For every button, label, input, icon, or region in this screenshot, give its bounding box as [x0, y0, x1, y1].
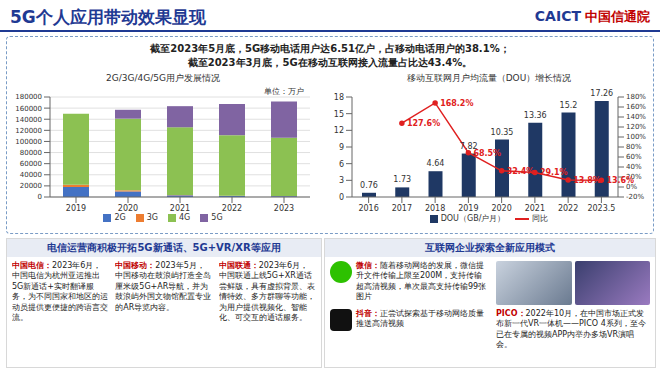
html-text:中国电信：2023年6月，中国电信为杭州亚运推出5G新通话+: 中国电信：2023年6月，中国电信为杭州亚运推出5G新通话+实时翻译服务，为不同…	[12, 261, 108, 322]
svg-text:12: 12	[334, 126, 344, 135]
html-text:CAICT 中国信通院: CAICT 中国信通院	[534, 8, 650, 24]
svg-text:2022: 2022	[222, 204, 242, 213]
svg-text:9: 9	[339, 143, 344, 152]
svg-text:127.6%: 127.6%	[407, 119, 440, 128]
svg-text:40%: 40%	[626, 163, 642, 171]
svg-text:4.64: 4.64	[427, 159, 445, 168]
svg-text:18: 18	[334, 93, 344, 102]
svg-text:180%: 180%	[626, 93, 646, 101]
svg-text:2021: 2021	[170, 204, 190, 213]
svg-text:1.73: 1.73	[393, 175, 411, 184]
svg-text:160000: 160000	[15, 105, 42, 113]
svg-text:2016: 2016	[358, 204, 378, 213]
svg-text:140000: 140000	[15, 116, 42, 124]
svg-text:15: 15	[334, 110, 344, 119]
svg-text:140%: 140%	[626, 113, 646, 121]
svg-text:13.6%: 13.6%	[606, 176, 634, 185]
svg-text:2020: 2020	[491, 204, 511, 213]
svg-text:32.4%: 32.4%	[507, 167, 535, 176]
svg-text:15.2: 15.2	[560, 101, 578, 110]
svg-text:120000: 120000	[15, 127, 42, 135]
svg-text:20000: 20000	[20, 182, 42, 190]
svg-text:-20%: -20%	[626, 193, 644, 201]
svg-text:168.2%: 168.2%	[440, 99, 473, 108]
svg-text:2019: 2019	[458, 204, 478, 213]
svg-text:2023: 2023	[274, 204, 294, 213]
svg-text:13.36: 13.36	[524, 111, 547, 120]
svg-text:180000: 180000	[15, 93, 42, 101]
html-text:5G个人应用带动效果显现: 5G个人应用带动效果显现	[10, 7, 206, 27]
svg-text:17.26: 17.26	[590, 89, 613, 98]
svg-text:6: 6	[339, 160, 344, 169]
html-text:互联网企业探索全新应用模式: 互联网企业探索全新应用模式	[425, 242, 555, 253]
html-text:5G: 5G	[211, 213, 223, 222]
svg-text:2018: 2018	[425, 204, 445, 213]
svg-text:60%: 60%	[626, 153, 642, 161]
html-text:单位：万户: 单位：万户	[264, 87, 304, 96]
svg-text:10.35: 10.35	[491, 128, 514, 137]
svg-text:100000: 100000	[15, 138, 42, 146]
svg-text:0%: 0%	[626, 183, 638, 192]
svg-text:40000: 40000	[20, 171, 42, 179]
html-text:3G: 3G	[146, 213, 158, 222]
html-text:微信：随着移动网络的发展，微信提升文件传输上限至200M，支: 微信：随着移动网络的发展，微信提升文件传输上限至200M，支持传输超高清视频，单…	[356, 261, 487, 302]
svg-text:2019: 2019	[66, 204, 86, 213]
svg-text:80%: 80%	[626, 143, 642, 151]
html-text:电信运营商积极开拓5G新通话、5G+VR/XR等应用: 电信运营商积极开拓5G新通话、5G+VR/XR等应用	[47, 242, 281, 253]
svg-text:7.82: 7.82	[459, 141, 478, 151]
svg-text:2017: 2017	[392, 204, 412, 213]
svg-text:160%: 160%	[626, 103, 646, 111]
html-text:中国联通：2023年6月，中国联通上线5G+XR通话尝鲜版，: 中国联通：2023年6月，中国联通上线5G+XR通话尝鲜版，具有虚拟背景、表情特…	[218, 261, 315, 322]
svg-text:29.1%: 29.1%	[540, 168, 568, 177]
html-text:PICO：2022年10月，在中国市场正式发布新一代VR一体: PICO：2022年10月，在中国市场正式发布新一代VR一体机——PICO 4系…	[496, 309, 646, 350]
svg-text:120%: 120%	[626, 123, 646, 131]
html-text:截至2023年5月底，5G移动电话用户达6.51亿户，占移动: 截至2023年5月底，5G移动电话用户达6.51亿户，占移动电话用户的38.1%…	[150, 43, 510, 54]
html-text:2G: 2G	[114, 213, 126, 222]
svg-text:0: 0	[339, 193, 344, 202]
svg-text:100%: 100%	[626, 133, 646, 141]
svg-text:0: 0	[38, 193, 42, 201]
html-text:4G: 4G	[179, 213, 191, 222]
svg-text:2022: 2022	[558, 204, 578, 213]
svg-text:3: 3	[339, 176, 344, 185]
svg-text:13.8%: 13.8%	[573, 176, 601, 185]
svg-text:60000: 60000	[20, 160, 42, 168]
html-text:2G/3G/4G/5G用户发展情况: 2G/3G/4G/5G用户发展情况	[106, 73, 220, 83]
html-text:中国移动：2023年5月，中国移动在鼓浪屿打造全岛厘米级5G: 中国移动：2023年5月，中国移动在鼓浪屿打造全岛厘米级5G+AR导航，并为鼓浪…	[115, 261, 212, 312]
html-text:DOU（GB/户月）: DOU（GB/户月）	[440, 214, 506, 223]
svg-text:80000: 80000	[20, 149, 42, 157]
svg-text:2021: 2021	[525, 204, 545, 213]
svg-text:0.76: 0.76	[360, 181, 378, 190]
svg-text:2020: 2020	[118, 204, 138, 213]
html-text:同比: 同比	[532, 214, 549, 223]
html-text:截至2023年3月底，5G在移动互联网接入流量占比达43.4: 截至2023年3月底，5G在移动互联网接入流量占比达43.4%。	[187, 57, 473, 68]
html-text:抖音：正尝试探索基于移动网络质量推送高清视频: 抖音：正尝试探索基于移动网络质量推送高清视频	[356, 308, 484, 328]
html-text:移动互联网月户均流量（DOU）增长情况: 移动互联网月户均流量（DOU）增长情况	[406, 73, 572, 83]
svg-text:2023.5: 2023.5	[587, 204, 615, 213]
svg-text:68.5%: 68.5%	[473, 149, 501, 158]
